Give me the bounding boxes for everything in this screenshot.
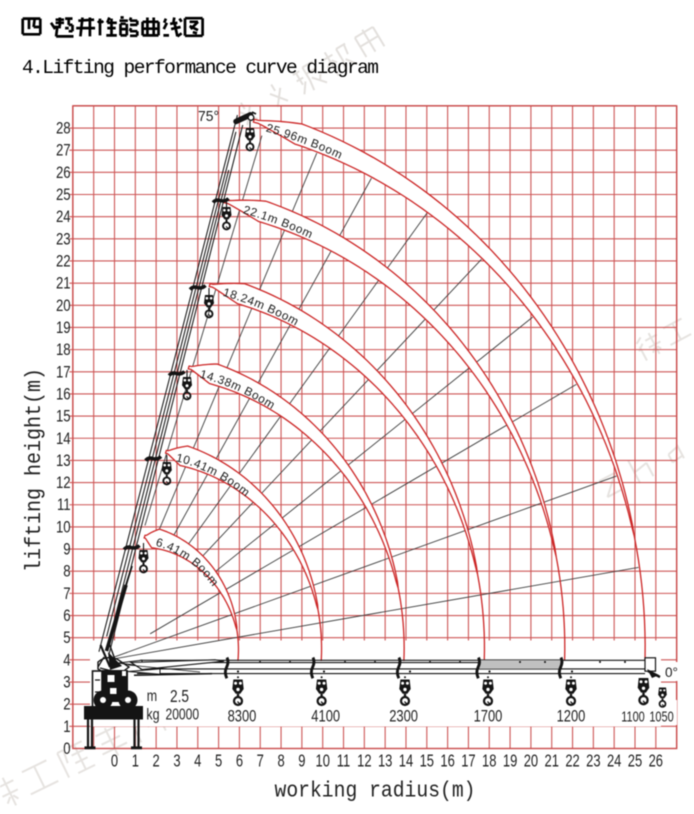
svg-text:16: 16	[56, 385, 71, 404]
svg-text:25: 25	[56, 186, 71, 205]
svg-text:1: 1	[132, 752, 139, 772]
svg-text:8: 8	[277, 752, 284, 772]
svg-text:10: 10	[56, 518, 71, 537]
svg-text:13: 13	[378, 752, 393, 772]
svg-text:26: 26	[649, 752, 664, 772]
svg-text:17: 17	[461, 752, 475, 772]
svg-text:21: 21	[545, 752, 559, 772]
svg-text:6: 6	[236, 752, 243, 772]
svg-text:2300: 2300	[389, 708, 418, 726]
svg-text:8: 8	[63, 562, 70, 581]
svg-text:27: 27	[56, 141, 71, 160]
svg-text:m: m	[147, 688, 157, 706]
svg-text:9: 9	[63, 540, 70, 559]
svg-text:12: 12	[357, 752, 371, 772]
svg-text:20: 20	[524, 752, 539, 772]
svg-text:18: 18	[482, 752, 497, 772]
svg-text:20000: 20000	[166, 705, 200, 723]
svg-text:4: 4	[194, 752, 201, 772]
svg-text:28: 28	[56, 119, 71, 138]
svg-text:5: 5	[63, 629, 70, 648]
svg-text:2: 2	[153, 752, 160, 772]
svg-text:7: 7	[63, 585, 70, 604]
svg-text:1200: 1200	[557, 708, 586, 726]
svg-text:22: 22	[56, 252, 71, 271]
svg-text:9: 9	[298, 752, 305, 772]
svg-text:21: 21	[56, 274, 71, 293]
svg-text:15: 15	[420, 752, 435, 772]
svg-text:25: 25	[628, 752, 643, 772]
svg-text:1100: 1100	[621, 708, 645, 725]
svg-text:4.Lifting performance curve di: 4.Lifting performance curve diagram	[22, 57, 379, 79]
svg-text:26: 26	[56, 163, 71, 182]
svg-text:24: 24	[607, 752, 622, 772]
svg-text:4: 4	[63, 651, 70, 670]
svg-text:12: 12	[56, 474, 71, 493]
svg-text:16: 16	[440, 752, 455, 772]
svg-text:3: 3	[173, 752, 180, 772]
svg-text:22: 22	[565, 752, 579, 772]
svg-text:2.5: 2.5	[170, 688, 189, 707]
svg-text:7: 7	[257, 752, 264, 772]
svg-text:11: 11	[57, 496, 71, 515]
svg-text:lifting height(m): lifting height(m)	[22, 368, 47, 572]
svg-text:20: 20	[56, 296, 71, 315]
svg-text:15: 15	[56, 407, 71, 426]
svg-text:6: 6	[63, 607, 70, 626]
svg-text:working radius(m): working radius(m)	[275, 779, 476, 804]
svg-text:24: 24	[56, 208, 71, 227]
svg-text:75°: 75°	[198, 109, 219, 125]
svg-text:1700: 1700	[474, 708, 503, 726]
svg-text:0°: 0°	[665, 665, 678, 680]
svg-text:17: 17	[56, 363, 71, 382]
svg-text:23: 23	[586, 752, 601, 772]
svg-text:13: 13	[56, 452, 71, 471]
svg-text:0: 0	[63, 740, 70, 759]
svg-text:18: 18	[56, 341, 71, 360]
svg-text:19: 19	[56, 319, 71, 338]
svg-text:14: 14	[399, 752, 414, 772]
svg-text:0: 0	[111, 752, 118, 772]
svg-text:1: 1	[63, 717, 70, 736]
svg-text:8300: 8300	[228, 708, 257, 726]
svg-text:23: 23	[56, 230, 71, 249]
svg-text:3: 3	[63, 673, 70, 692]
svg-text:5: 5	[215, 752, 222, 772]
svg-text:14: 14	[56, 429, 71, 448]
svg-text:kg: kg	[146, 706, 159, 724]
svg-text:4100: 4100	[311, 708, 340, 726]
svg-text:19: 19	[503, 752, 517, 772]
svg-text:11: 11	[337, 752, 350, 772]
svg-text:1050: 1050	[649, 708, 673, 725]
svg-text:2: 2	[63, 695, 70, 714]
svg-text:10: 10	[315, 752, 330, 772]
